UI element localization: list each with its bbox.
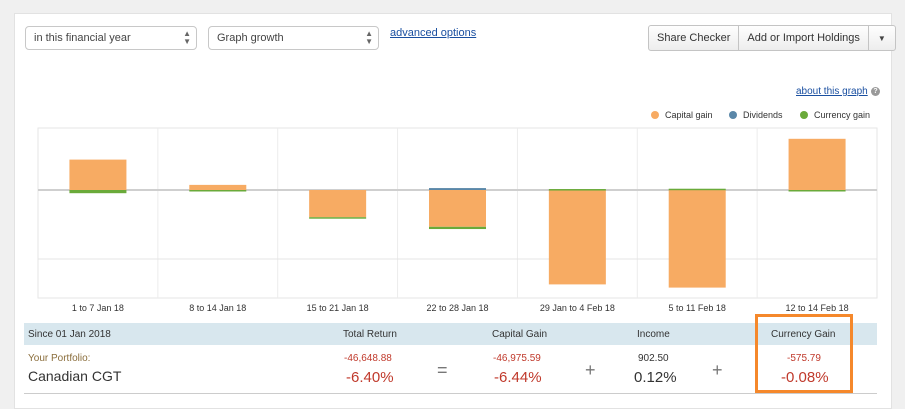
x-tick-label: 29 Jan to 4 Feb 18 xyxy=(540,303,615,313)
portfolio-label: Your Portfolio: xyxy=(28,353,91,364)
period-select[interactable]: in this financial year ▲ ▼ xyxy=(25,26,197,50)
share-checker-button[interactable]: Share Checker xyxy=(649,26,740,50)
currency-gain-highlight xyxy=(755,314,853,393)
plot-frame xyxy=(37,127,878,299)
summary-header-bar xyxy=(24,323,877,345)
bar-capital-gain xyxy=(189,184,247,190)
x-tick-label: 22 to 28 Jan 18 xyxy=(426,303,488,313)
select-arrows-icon: ▲ ▼ xyxy=(365,29,373,46)
graph-select[interactable]: Graph growth ▲ ▼ xyxy=(208,26,379,50)
bar-capital-gain xyxy=(429,190,486,227)
bar-capital-gain xyxy=(668,190,726,288)
about-graph-link[interactable]: about this graph xyxy=(796,86,868,97)
growth-chart: 1 to 7 Jan 18 8 to 14 Jan 18 15 to 21 Jan … xyxy=(37,127,878,313)
select-arrows-icon: ▲ ▼ xyxy=(183,29,191,46)
bar-currency-gain xyxy=(548,189,606,191)
total-return-header: Total Return xyxy=(343,329,397,340)
bar-currency-gain xyxy=(309,217,367,219)
bar-dividends xyxy=(429,188,486,190)
bar-currency-gain xyxy=(668,188,726,191)
bar-capital-gain xyxy=(548,190,606,285)
since-date-label: Since 01 Jan 2018 xyxy=(28,329,111,340)
capital-gain-swatch xyxy=(651,111,659,119)
legend-dividends: Dividends xyxy=(729,110,783,120)
plus-sign: + xyxy=(585,360,596,380)
bar-currency-gain xyxy=(429,226,486,230)
legend-label: Capital gain xyxy=(665,110,713,120)
x-tick-label: 15 to 21 Jan 18 xyxy=(307,303,369,313)
income-percent: 0.12% xyxy=(634,369,677,386)
currency-gain-swatch xyxy=(800,111,808,119)
help-icon[interactable]: ? xyxy=(871,87,880,96)
income-header: Income xyxy=(637,329,670,340)
chevron-down-icon[interactable]: ▼ xyxy=(877,34,886,43)
currency-gain-percent: -0.08% xyxy=(781,369,829,386)
summary-divider xyxy=(24,393,877,394)
bar-currency-gain xyxy=(189,190,247,192)
equals-sign: = xyxy=(437,360,448,380)
total-return-percent: -6.40% xyxy=(346,369,394,386)
legend-currency-gain: Currency gain xyxy=(800,110,870,120)
x-tick-label: 8 to 14 Jan 18 xyxy=(189,303,246,313)
bar-currency-gain xyxy=(788,190,846,192)
bar-capital-gain xyxy=(309,190,367,218)
capital-gain-header: Capital Gain xyxy=(492,329,548,340)
capital-gain-amount: -46,975.59 xyxy=(493,353,541,364)
x-tick-label: 12 to 14 Feb 18 xyxy=(786,303,849,313)
currency-gain-amount: -575.79 xyxy=(787,353,821,364)
bar-capital-gain xyxy=(788,138,846,190)
x-tick-label: 1 to 7 Jan 18 xyxy=(72,303,124,313)
dividends-swatch xyxy=(729,111,737,119)
bar-currency-gain xyxy=(69,190,127,194)
advanced-options-link[interactable]: advanced options xyxy=(390,27,477,39)
action-button-group: Share Checker Add or Import Holdings ▼ xyxy=(648,25,896,51)
income-amount: 902.50 xyxy=(638,353,669,364)
graph-select-value: Graph growth xyxy=(217,32,284,44)
currency-gain-header: Currency Gain xyxy=(771,329,836,340)
portfolio-name[interactable]: Canadian CGT xyxy=(28,368,122,384)
plus-sign: + xyxy=(712,360,723,380)
period-select-value: in this financial year xyxy=(34,32,131,44)
bar-capital-gain xyxy=(69,159,127,190)
capital-gain-percent: -6.44% xyxy=(494,369,542,386)
total-return-amount: -46,648.88 xyxy=(344,353,392,364)
x-tick-label: 5 to 11 Feb 18 xyxy=(669,303,726,313)
legend-label: Dividends xyxy=(743,110,783,120)
legend-capital-gain: Capital gain xyxy=(651,110,713,120)
legend-label: Currency gain xyxy=(814,110,871,120)
add-import-holdings-button[interactable]: Add or Import Holdings xyxy=(739,26,869,50)
